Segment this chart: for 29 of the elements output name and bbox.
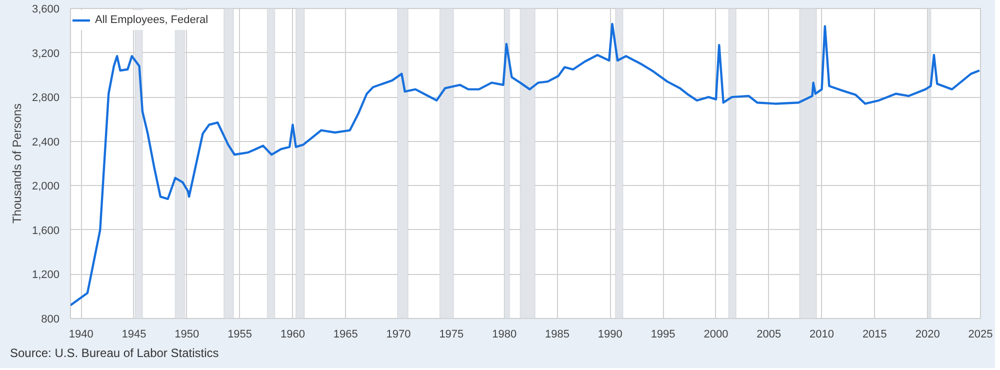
x-tick-label: 1940 bbox=[68, 328, 94, 340]
x-tick-label: 2025 bbox=[968, 328, 993, 340]
x-tick-label: 1965 bbox=[333, 328, 358, 340]
y-tick-label: 2,400 bbox=[32, 136, 60, 148]
x-tick-label: 1975 bbox=[439, 328, 464, 340]
x-tick-label: 2015 bbox=[862, 328, 887, 340]
x-tick-label: 2010 bbox=[810, 328, 834, 340]
y-tick-label: 800 bbox=[41, 314, 60, 326]
y-tick-label: 1,600 bbox=[32, 224, 60, 237]
x-tick-label: 1970 bbox=[386, 328, 411, 340]
x-tick-label: 1990 bbox=[598, 328, 622, 340]
y-tick-label: 2,800 bbox=[32, 92, 60, 104]
y-tick-label: 1,200 bbox=[32, 269, 60, 282]
y-axis-title: Thousands of Persons bbox=[10, 103, 24, 224]
y-tick-label: 2,000 bbox=[32, 180, 60, 193]
x-tick-label: 1955 bbox=[228, 328, 252, 340]
x-tick-label: 2020 bbox=[915, 328, 940, 340]
x-tick-label: 1985 bbox=[545, 328, 570, 340]
x-tick-label: 2005 bbox=[756, 328, 782, 340]
x-tick-label: 1980 bbox=[492, 328, 517, 340]
x-tick-label: 1995 bbox=[650, 328, 676, 340]
x-tick-label: 2000 bbox=[704, 328, 728, 340]
legend-label: All Employees, Federal bbox=[95, 14, 208, 26]
source-note: Source: U.S. Bureau of Labor Statistics bbox=[10, 345, 219, 362]
x-tick-label: 1950 bbox=[174, 328, 200, 340]
x-tick-label: 1960 bbox=[280, 328, 305, 340]
y-tick-label: 3,200 bbox=[32, 48, 60, 60]
x-tick-label: 1945 bbox=[122, 328, 146, 340]
y-tick-label: 3,600 bbox=[32, 4, 60, 16]
